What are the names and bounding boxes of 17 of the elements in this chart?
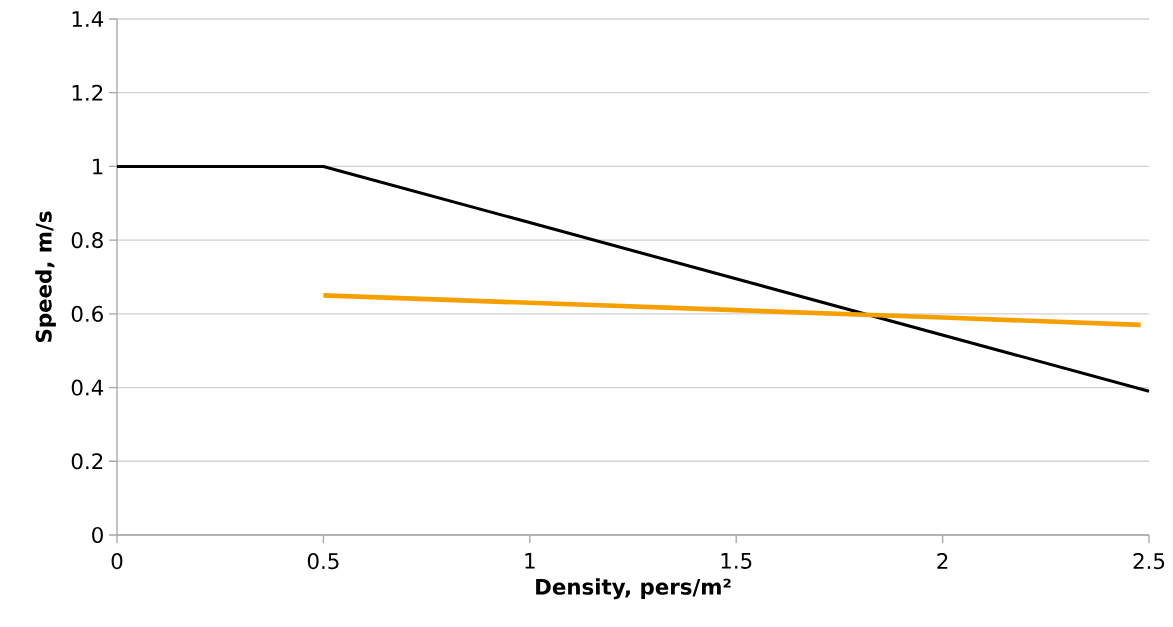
x-tick-label: 0 [111, 553, 123, 570]
x-tick-label: 1.5 [721, 553, 752, 569]
x-tick-label: 2 [937, 553, 948, 569]
x-tick-label: 0.5 [307, 553, 339, 570]
x-axis-title: Density, pers/m² [536, 578, 731, 600]
y-tick-label: 1 [93, 158, 103, 175]
y-tick-label: 0.2 [71, 453, 103, 470]
x-tick-label: 1 [525, 553, 535, 569]
y-tick-label: 1.2 [72, 84, 103, 101]
y-tick-label: 0.8 [71, 232, 103, 249]
y-tick-label: 0.4 [71, 379, 104, 396]
x-tick-label: 2.5 [1133, 553, 1165, 570]
y-tick-label: 0 [92, 526, 103, 544]
y-axis-title: Speed, m/s [35, 211, 56, 343]
y-tick-label: 1.4 [72, 11, 104, 27]
line-series [321, 293, 1144, 328]
y-tick-label: 0.6 [71, 305, 103, 322]
